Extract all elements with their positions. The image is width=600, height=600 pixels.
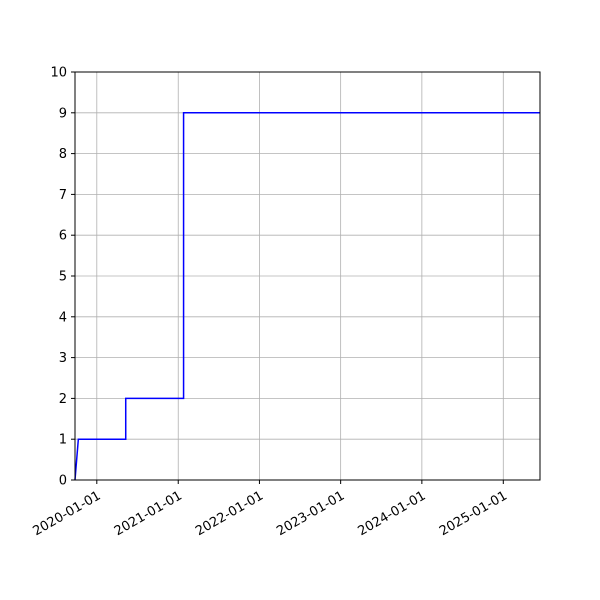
y-tick-label: 6 [59,229,67,244]
x-tick-label: 2023-01-01 [274,488,347,539]
x-tick-label: 2021-01-01 [112,488,185,539]
y-tick-label: 7 [59,188,67,203]
x-tick-label: 2024-01-01 [356,488,429,539]
x-tick-label: 2025-01-01 [437,488,510,539]
y-tick-label: 3 [59,351,67,366]
y-tick-label: 5 [59,270,67,285]
x-tick-label: 2020-01-01 [30,488,103,539]
series-line [74,112,540,481]
y-tick-label: 10 [50,66,67,81]
x-axis: 2020-01-01 2021-01-01 2022-01-01 2023-01-01… [30,480,510,539]
y-tick-label: 1 [59,433,67,448]
y-tick-label: 0 [59,474,67,489]
y-tick-label: 2 [59,392,67,407]
y-tick-label: 9 [59,106,67,121]
y-tick-label: 4 [59,310,67,325]
series-layer [74,112,540,481]
x-tick-label: 2022-01-01 [193,488,266,539]
y-axis: 0 1 2 3 4 5 6 7 8 9 10 [50,66,75,489]
y-tick-label: 8 [59,147,67,162]
